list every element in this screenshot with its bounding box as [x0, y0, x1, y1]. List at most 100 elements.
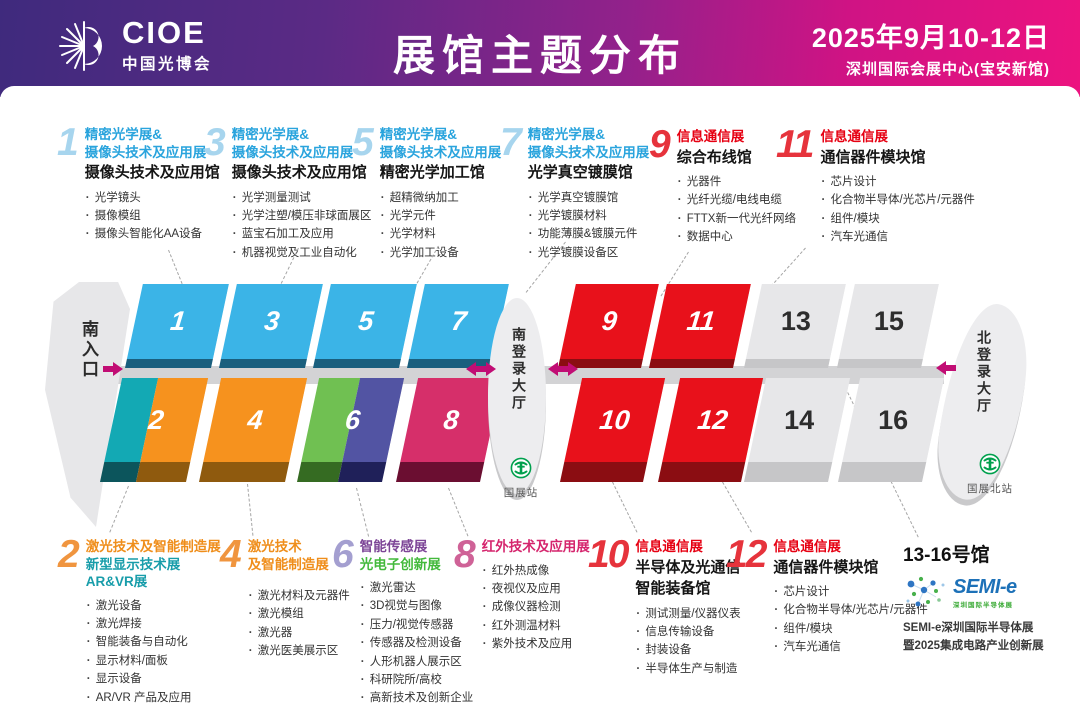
hall-number: 10	[598, 404, 632, 435]
bullet-item: 激光模组	[248, 605, 350, 624]
callout-number-11: 11	[776, 123, 814, 166]
bullet-item: 摄像头智能化AA设备	[85, 225, 220, 244]
expo-title-line: 光电子创新展	[359, 556, 441, 572]
bullet-item: 光学测量测试	[232, 189, 372, 208]
hall-number: 3	[262, 306, 282, 336]
metro-station-label: 国展站	[503, 487, 539, 499]
map-hall-13: 13	[744, 284, 846, 368]
annotation-hall-9: 9 信息通信展 综合布线馆 光器件光纤光缆/电线电缆FTTX新一代光纤网络数据中…	[649, 123, 796, 247]
expo-title-line: 信息通信展	[820, 129, 889, 144]
hall-number: 2	[147, 404, 166, 435]
metro-station-south: 国展站	[497, 457, 545, 500]
bullet-item: 高新技术及创新企业	[360, 689, 474, 708]
metro-icon	[979, 453, 1001, 475]
bullet-item: 组件/模块	[821, 210, 975, 229]
hall-number: 15	[873, 306, 904, 336]
bullet-item: 光学元件	[380, 207, 502, 226]
hall-name: 智能装备馆	[635, 580, 711, 598]
map-hall-3: 3	[219, 284, 323, 368]
south-registration-hall-label: 南登录大厅	[511, 327, 527, 412]
bullet-item: 光学加工设备	[380, 244, 502, 263]
bullet-item: 光学镜头	[85, 189, 220, 208]
two-way-arrow-icon	[548, 362, 578, 376]
annotation-halls-13-16: 13-16号馆 SEMI-e 深圳国际半导体展 SEMI-e深圳国际半导体展 暨2…	[903, 540, 1073, 656]
expo-title-line: 摄像头技术及应用展	[527, 144, 650, 160]
bullet-item: 化合物半导体/光芯片/元器件	[821, 191, 975, 210]
hall-number: 6	[343, 404, 362, 435]
annotation-hall-5: 5 精密光学展&摄像头技术及应用展 精密光学加工馆 超精微纳加工光学元件光学材料…	[352, 123, 502, 263]
bullet-item: 显示设备	[86, 670, 221, 689]
north-arrow-icon	[936, 361, 956, 375]
callout-number-9: 9	[649, 123, 671, 166]
expo-title-line: 智能传感展	[359, 539, 428, 554]
callout-number-12: 12	[726, 533, 767, 576]
bullet-item: 光学材料	[380, 225, 502, 244]
annotation-hall-8: 8 红外技术及应用展 红外热成像夜视仪及应用成像仪器检测红外测温材料紫外技术及应…	[454, 533, 590, 654]
semie-wordmark: SEMI-e	[953, 576, 1017, 598]
bullet-item: 光学真空镀膜馆	[528, 189, 650, 208]
entrance-arrow-icon	[103, 362, 123, 376]
halls-13-16-line: SEMI-e深圳国际半导体展	[903, 622, 1034, 634]
bullet-item: 成像仪器检测	[482, 598, 590, 617]
bullet-item: 显示材料/面板	[86, 652, 221, 671]
hall-name: 通信器件模块馆	[773, 558, 879, 576]
cioe-logo: CIOE 中国光博会	[56, 17, 212, 74]
hall-name: 半导体及光通信	[635, 558, 741, 576]
bullet-item: 超精微纳加工	[380, 189, 502, 208]
bullet-item: 红外热成像	[482, 562, 590, 581]
bullet-item: 光器件	[677, 173, 796, 192]
bullet-item: 化合物半导体/光芯片/元器件	[773, 601, 927, 620]
expo-title-line: 新型显示技术展	[85, 556, 181, 572]
bullet-item: 数据中心	[677, 228, 796, 247]
header: CIOE 中国光博会 展馆主题分布 2025年9月10-12日 深圳国际会展中心…	[0, 0, 1080, 97]
logo-wordmark: CIOE	[122, 15, 206, 50]
logo-subtitle: 中国光博会	[122, 56, 213, 73]
callout-number-6: 6	[332, 533, 354, 576]
event-date: 2025年9月10-12日	[811, 23, 1050, 53]
hall-name: 精密光学加工馆	[379, 164, 485, 182]
expo-title-line: 摄像头技术及应用展	[379, 144, 502, 160]
bullet-item: 信息传输设备	[635, 623, 740, 642]
expo-title-line: 激光技术	[247, 539, 302, 554]
hall-name: 光学真空镀膜馆	[527, 164, 633, 182]
hall-number: 13	[780, 306, 811, 336]
expo-title-line: 摄像头技术及应用展	[84, 144, 207, 160]
bullet-item: 传感器及检测设备	[360, 634, 474, 653]
bullet-item: 机器视觉及工业自动化	[232, 244, 372, 263]
expo-title-line: 及智能制造展	[247, 556, 329, 572]
bullet-item: 芯片设计	[821, 173, 975, 192]
callout-number-3: 3	[204, 121, 226, 164]
expo-title-line: 信息通信展	[635, 539, 703, 554]
expo-title-line: 激光技术及智能制造展	[85, 539, 221, 554]
bullet-item: 激光材料及元器件	[248, 587, 350, 606]
expo-title-line: 精密光学展&	[527, 127, 605, 142]
north-registration-hall-label: 北登录大厅	[976, 330, 992, 415]
metro-station-label: 国展北站	[967, 483, 1013, 495]
map-hall-1: 1	[125, 284, 229, 368]
expo-title-line: 红外技术及应用展	[481, 539, 590, 554]
metro-station-north: 国展北站	[962, 453, 1018, 496]
bullet-item: AR/VR 产品及应用	[86, 689, 221, 708]
bullet-item: 人形机器人展示区	[360, 653, 474, 672]
bullet-item: 智能装备与自动化	[86, 633, 221, 652]
expo-title-line: 摄像头技术及应用展	[231, 144, 354, 160]
bullet-item: 蓝宝石加工及应用	[232, 225, 372, 244]
annotation-hall-12: 12 信息通信展 通信器件模块馆 芯片设计化合物半导体/光芯片/元器件组件/模块…	[726, 533, 928, 657]
bullet-item: 半导体生产与制造	[635, 660, 740, 679]
hall-number: 9	[600, 306, 619, 336]
bullet-item: 激光器	[248, 624, 350, 643]
hall-number: 8	[442, 404, 461, 435]
bullet-item: FTTX新一代光纤网络	[677, 210, 796, 229]
callout-number-8: 8	[454, 533, 476, 576]
bullet-item: 激光医美展示区	[248, 642, 350, 661]
expo-title-line: 信息通信展	[676, 129, 745, 144]
map-hall-15: 15	[837, 284, 939, 368]
metro-icon	[510, 457, 532, 479]
expo-title-line: 精密光学展&	[379, 127, 457, 142]
hall-number: 16	[878, 404, 909, 435]
map-hall-11: 11	[649, 284, 751, 368]
